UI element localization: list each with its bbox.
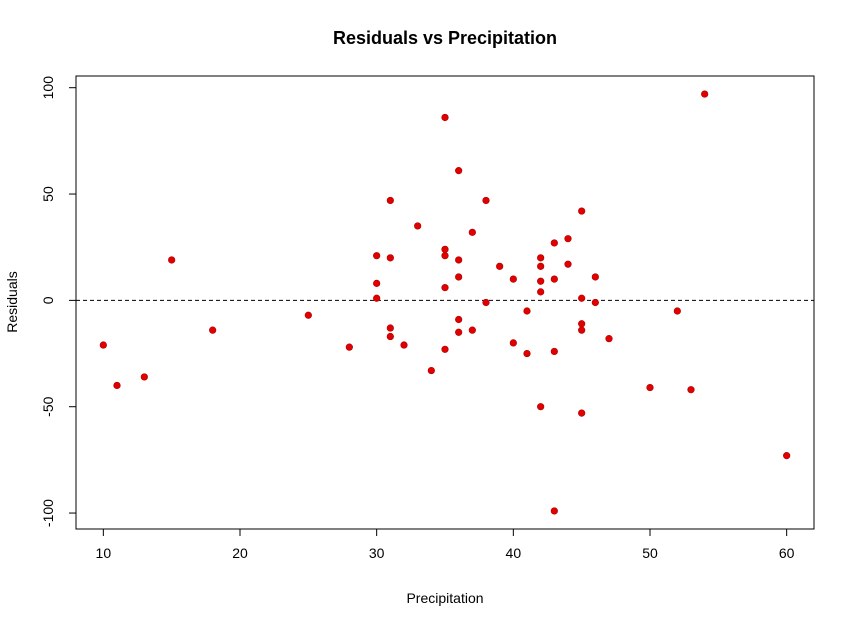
data-point xyxy=(783,452,791,460)
data-point xyxy=(99,341,107,349)
data-point xyxy=(455,328,463,336)
x-axis: 10 20 30 40 50 60 xyxy=(96,528,795,561)
data-point xyxy=(537,254,545,262)
data-point xyxy=(414,222,422,230)
data-point xyxy=(578,326,586,334)
data-point xyxy=(468,326,476,334)
x-tick-label: 10 xyxy=(96,545,112,561)
data-point xyxy=(509,275,517,283)
data-point xyxy=(441,113,449,122)
data-point xyxy=(591,273,599,281)
data-point xyxy=(345,343,353,351)
data-point xyxy=(427,366,435,375)
data-point xyxy=(537,277,545,285)
y-tick-label: 100 xyxy=(40,76,56,100)
data-point xyxy=(373,279,381,287)
data-point xyxy=(687,386,695,394)
data-point xyxy=(605,335,613,343)
data-point xyxy=(550,347,558,356)
data-point xyxy=(578,207,586,215)
data-point xyxy=(441,245,449,253)
x-tick-label: 20 xyxy=(232,545,248,561)
data-point xyxy=(386,254,394,262)
data-point xyxy=(455,315,463,324)
data-point xyxy=(455,167,463,175)
y-tick-label: -100 xyxy=(40,499,56,527)
data-point xyxy=(113,381,121,390)
data-point xyxy=(168,256,176,264)
chart-title: Residuals vs Precipitation xyxy=(333,28,557,48)
data-point xyxy=(646,383,654,392)
x-tick-label: 60 xyxy=(779,545,795,561)
data-point xyxy=(537,403,545,411)
data-point xyxy=(550,507,558,515)
data-point xyxy=(441,284,449,292)
data-point xyxy=(537,288,545,296)
y-axis: -100 -50 0 50 100 xyxy=(40,76,77,527)
data-point xyxy=(550,239,558,247)
data-point xyxy=(509,339,517,347)
data-point xyxy=(591,298,599,307)
data-point xyxy=(386,324,394,332)
y-tick-label: 50 xyxy=(40,186,56,202)
data-point xyxy=(578,409,586,417)
data-point xyxy=(304,311,312,319)
data-point xyxy=(564,260,572,268)
data-point xyxy=(673,307,681,315)
data-point xyxy=(441,345,449,353)
x-tick-label: 30 xyxy=(369,545,385,561)
data-point xyxy=(400,341,408,349)
data-points xyxy=(99,90,791,515)
data-point xyxy=(209,326,217,334)
x-axis-label: Precipitation xyxy=(406,590,483,606)
y-axis-label: Residuals xyxy=(4,271,20,332)
x-tick-label: 40 xyxy=(506,545,522,561)
data-point xyxy=(537,262,545,270)
y-tick-label: 0 xyxy=(40,296,56,304)
data-point xyxy=(578,320,586,328)
x-tick-label: 50 xyxy=(642,545,658,561)
data-point xyxy=(386,196,394,205)
data-point xyxy=(373,252,381,260)
data-point xyxy=(523,307,531,315)
data-point xyxy=(441,252,449,260)
data-point xyxy=(482,196,490,205)
data-point xyxy=(701,90,709,98)
data-point xyxy=(468,228,476,236)
data-point xyxy=(550,275,558,283)
data-point xyxy=(564,235,572,243)
data-point xyxy=(578,294,586,302)
data-point xyxy=(140,373,148,381)
data-point xyxy=(373,294,381,302)
data-point xyxy=(455,256,463,264)
y-tick-label: -50 xyxy=(40,396,56,416)
data-point xyxy=(496,262,504,270)
data-point xyxy=(386,332,394,341)
data-point xyxy=(455,273,463,281)
data-point xyxy=(523,349,531,358)
data-point xyxy=(482,298,490,307)
